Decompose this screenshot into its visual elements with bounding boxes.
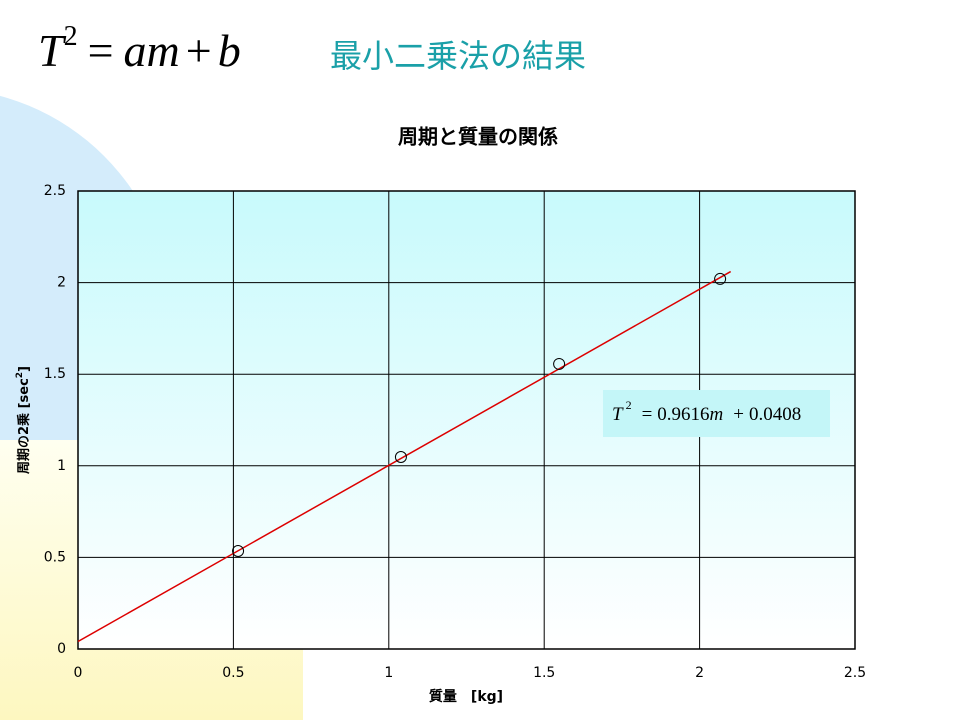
y-axis-label-part: ] [17, 366, 32, 372]
equation-part: + [733, 404, 744, 425]
y-tick-label: 0 [57, 641, 66, 657]
slide-title: 最小二乗法の結果 [330, 37, 586, 75]
formula-part: b [218, 25, 241, 76]
equation-part: 0.0408 [749, 404, 801, 425]
y-tick-label: 2.5 [44, 183, 66, 199]
y-tick-label: 0.5 [44, 549, 66, 565]
y-axis-label-part: 周期の2乗 [sec [16, 378, 32, 474]
equation-part: m [710, 404, 724, 425]
data-point [394, 451, 407, 464]
y-axis-label-part: 2 [15, 372, 25, 378]
x-tick-label: 0 [74, 665, 83, 681]
data-point [714, 272, 727, 285]
y-tick-label: 2 [57, 275, 66, 291]
plot-border [77, 190, 856, 650]
equation-part: = [642, 404, 653, 425]
formula-part: = [88, 25, 114, 76]
chart-title: 周期と質量の関係 [398, 125, 558, 149]
formula-part: + [186, 25, 212, 76]
data-point [232, 544, 245, 557]
x-tick-label: 1.5 [533, 665, 555, 681]
y-tick-label: 1 [57, 458, 66, 474]
trendline [77, 270, 732, 643]
equation-box [603, 390, 830, 437]
equation-part: 2 [626, 398, 632, 412]
x-axis-label: 質量 [kg] [429, 688, 503, 705]
formula-part: am [124, 25, 180, 76]
x-tick-label: 2 [695, 665, 704, 681]
formula-part: 2 [64, 21, 78, 52]
equation: T 2 = 0.9616m +0.0408 [612, 398, 801, 426]
y-axis-label: 周期の2乗 [sec2] [15, 366, 32, 474]
data-point [553, 357, 566, 370]
y-tick-label: 1.5 [44, 366, 66, 382]
equation-part: T [612, 404, 624, 425]
x-tick-label: 2.5 [844, 665, 866, 681]
x-tick-label: 0.5 [222, 665, 244, 681]
formula-part: T [38, 25, 67, 76]
equation-part: 0.9616 [657, 404, 709, 425]
formula: T2 = am + b [38, 21, 241, 75]
x-tick-label: 1 [384, 665, 393, 681]
